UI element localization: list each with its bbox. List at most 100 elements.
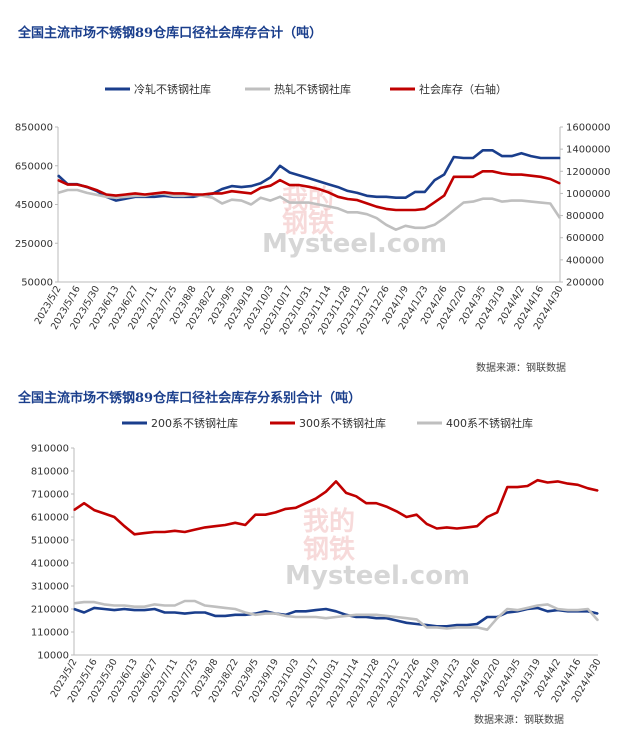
c2-series-2-point	[154, 603, 156, 606]
c1-series-2-point	[501, 172, 503, 175]
c1-series-0-point	[511, 155, 513, 157]
c2-series-1-point	[154, 531, 156, 533]
c1-series-0-point	[163, 195, 165, 197]
c1-series-2-point	[540, 176, 542, 178]
c2-series-2-point	[204, 604, 206, 607]
chart2-watermark-cn-bottom: 钢铁	[303, 534, 355, 565]
c1-series-1-point	[530, 200, 532, 203]
c1-series-1-point	[347, 211, 349, 213]
c1-series-0-point	[530, 155, 532, 157]
c1-series-2-point	[250, 192, 252, 195]
c2-series-2-point	[587, 608, 589, 610]
c2-series-0-point	[426, 624, 428, 626]
c2-series-1-point	[285, 508, 287, 510]
c2-series-1	[73, 478, 599, 536]
c2-series-2-point	[436, 626, 438, 629]
c1-series-2-point	[298, 184, 300, 186]
c1-series-0-point	[308, 177, 310, 179]
c1-series-1-point	[105, 196, 107, 198]
c1-series-2-point	[462, 176, 465, 178]
c1-series-0-point	[337, 186, 339, 188]
c1-series-1-point	[501, 200, 503, 203]
c2-series-2-point	[264, 613, 267, 615]
c2-series-0-point	[335, 610, 337, 612]
c2-series-1-point	[526, 485, 529, 487]
c1-series-0-point	[414, 191, 416, 193]
c2-series-2-point	[254, 614, 256, 616]
c1-series-0-point	[231, 185, 233, 187]
chart2-source: 数据来源：钢联数据	[474, 713, 564, 726]
c2-series-2-point	[355, 614, 357, 616]
c1-series-2-point	[395, 209, 397, 211]
c1-series-1-point	[433, 224, 436, 226]
c1-series-2-point	[134, 192, 136, 195]
c1-series-0-point	[318, 180, 320, 182]
c1-series-0-point	[192, 196, 194, 198]
c1-series-2-point	[356, 199, 358, 201]
c2-left-tick-label: 910000	[31, 444, 69, 455]
c2-series-0-point	[204, 611, 206, 614]
c1-series-2-point	[559, 182, 561, 185]
c1-series-2-point	[202, 193, 204, 196]
c2-series-1-point	[416, 514, 418, 516]
c2-series-1-point	[133, 533, 136, 535]
c1-series-2-point	[289, 184, 291, 186]
c1-series-2-point	[144, 193, 146, 196]
c2-series-1-point	[557, 480, 559, 482]
c2-series-2-point	[123, 604, 125, 607]
c1-series-2-point	[76, 183, 78, 186]
c2-series-1-point	[365, 502, 367, 504]
c2-series-2-point	[446, 627, 448, 630]
c1-series-1-point	[211, 197, 214, 199]
c2-series-1-point	[113, 516, 115, 518]
c2-series-0-point	[244, 614, 246, 616]
c2-left-tick-label: 410000	[31, 559, 69, 570]
c2-series-2-point	[164, 604, 166, 607]
chart1-watermark: 我的 钢铁 Mysteel.com	[262, 184, 447, 259]
c2-series-2-point	[174, 604, 176, 607]
c2-series-1-point	[234, 522, 236, 524]
c1-series-2-point	[375, 206, 378, 208]
c2-series-0-point	[154, 608, 156, 610]
c2-series-0-point	[385, 617, 387, 619]
c1-series-1-point	[462, 201, 465, 204]
c2-series-2-point	[597, 619, 599, 622]
c1-series-0-point	[279, 165, 281, 167]
c1-left-tick-label: 250000	[15, 239, 53, 250]
c2-series-2-point	[466, 626, 468, 629]
chart2-title: 全国主流市场不锈钢89仓库口径社会库存分系别合计（吨）	[17, 390, 361, 406]
c1-left-tick-label: 50000	[21, 278, 53, 289]
c1-right-tick-label: 1600000	[566, 123, 611, 134]
c2-series-2-point	[194, 600, 196, 602]
chart1-legend-label-social-inventory: 社会库存（右轴）	[419, 82, 507, 96]
c1-series-2-point	[231, 190, 233, 192]
c2-series-2-point	[416, 618, 418, 620]
c2-series-2-point	[234, 608, 236, 610]
c2-series-2-point	[143, 606, 146, 608]
c1-series-2-point	[337, 196, 339, 198]
c1-right-tick-label: 600000	[566, 233, 604, 244]
c1-series-2-point	[549, 178, 551, 180]
c1-series-2-point	[530, 175, 532, 177]
c2-series-2-point	[536, 604, 539, 607]
c2-series-0-point	[365, 616, 367, 618]
chart1-series	[57, 149, 562, 231]
c2-series-0-point	[143, 609, 146, 611]
c1-series-0-point	[549, 157, 551, 159]
c2-series-2-point	[405, 617, 408, 619]
c1-series-0-point	[395, 197, 397, 199]
c2-series-2-point	[547, 603, 549, 606]
c2-series-2-point	[295, 616, 297, 618]
c2-series-0-point	[123, 608, 125, 610]
c2-series-2-point	[113, 604, 115, 607]
c1-series-2-point	[366, 202, 368, 204]
c1-series-1-point	[540, 201, 542, 204]
c2-series-2-point	[335, 616, 337, 618]
chart2-legend-label-400-series: 400系不锈钢社库	[446, 416, 533, 430]
chart2-x-ticks: 2023/5/22023/5/162023/5/302023/6/132023/…	[49, 657, 604, 710]
c2-series-0-point	[93, 607, 95, 609]
c1-series-1-point	[453, 209, 455, 211]
c2-series-0-point	[305, 610, 307, 612]
c1-series-2-point	[86, 186, 88, 188]
c1-series-0-point	[298, 174, 300, 177]
